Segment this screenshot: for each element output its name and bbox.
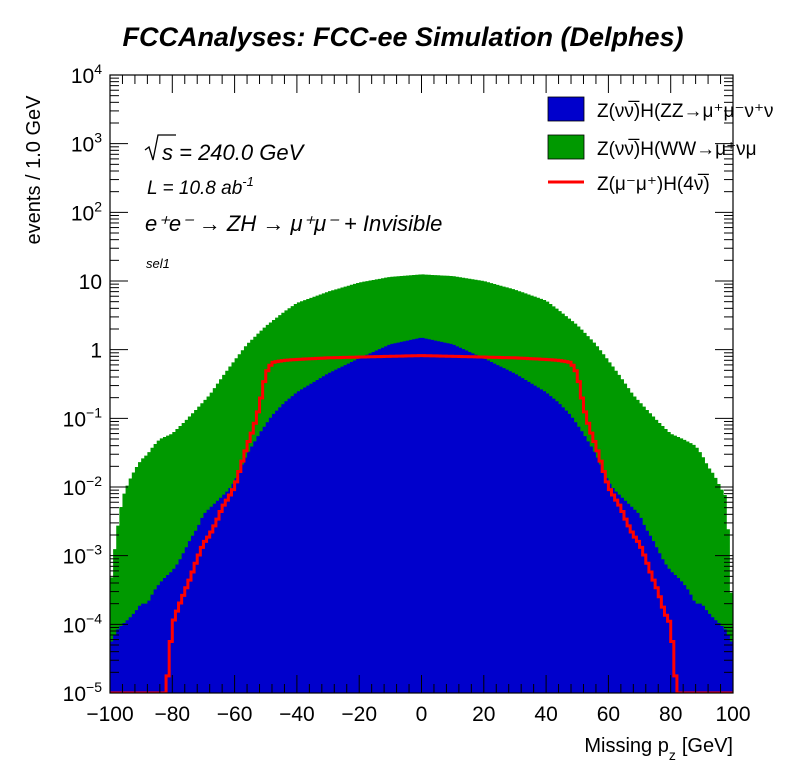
y-tick-exponent: −3 [86, 542, 102, 558]
y-tick-label: 10−5 [63, 679, 103, 706]
x-tick-label: −80 [154, 703, 190, 726]
x-tick-label: −100 [86, 703, 133, 726]
y-tick-base: 10 [63, 683, 86, 706]
lumi-exponent: -1 [242, 174, 254, 189]
y-tick-exponent: −5 [86, 679, 102, 695]
y-tick-label: 10−4 [63, 610, 103, 637]
y-tick-base: 10 [63, 477, 86, 500]
selection-label: sel1 [146, 256, 170, 271]
x-axis-title-main: Missing p [584, 735, 668, 757]
lumi-label: L = 10.8 ab-1 [147, 174, 254, 199]
annotation-sqrt-s: s = 240.0 GeV [144, 134, 306, 165]
y-tick-exponent: −1 [86, 404, 102, 420]
series-signal-line [110, 354, 733, 693]
y-tick-label: 1 [90, 340, 102, 363]
y-tick-label: 10−1 [63, 404, 103, 431]
y-axis-title: events / 1.0 GeV [23, 95, 45, 245]
legend-swatch-ww [547, 134, 585, 160]
y-tick-label: 104 [71, 61, 102, 88]
y-tick-label: 103 [71, 130, 102, 157]
x-axis-title: Missing pz [GeV] [584, 735, 733, 763]
x-tick-label: 60 [597, 703, 620, 726]
x-tick-label: −60 [217, 703, 253, 726]
y-tick-label: 10 [79, 271, 102, 294]
y-tick-base: 10 [63, 546, 86, 569]
y-tick-label: 10−2 [63, 473, 103, 500]
y-tick-exponent: 4 [94, 61, 102, 77]
x-tick-label: −40 [279, 703, 315, 726]
x-tick-label: 0 [416, 703, 428, 726]
x-tick-label: 80 [659, 703, 682, 726]
x-tick-label: −20 [341, 703, 377, 726]
y-tick-label: 102 [71, 198, 102, 225]
legend-label-ww: Z(νν̅)H(WW→μ⁺νμ [597, 139, 757, 160]
process-label: e⁺e⁻ → ZH → μ⁺μ⁻ + Invisible [145, 211, 442, 236]
y-tick-base: 10 [71, 134, 94, 157]
y-tick-exponent: −2 [86, 473, 102, 489]
y-tick-base: 10 [71, 65, 94, 88]
lumi-text: L = 10.8 ab [147, 178, 242, 199]
x-tick-label: 20 [472, 703, 495, 726]
legend-label-signal: Z(μ⁻μ⁺)H(4ν̅) [597, 174, 710, 195]
legend-label-zz: Z(νν̅)H(ZZ→μ⁺μ⁻ν⁺ν [597, 101, 774, 122]
y-tick-base: 10 [63, 408, 86, 431]
y-tick-exponent: 2 [94, 198, 102, 214]
y-tick-base: 10 [71, 202, 94, 225]
sqrt-s-label: s = 240.0 GeV [162, 140, 306, 165]
y-tick-label: 10−3 [63, 542, 103, 569]
x-tick-label: 100 [715, 703, 750, 726]
y-tick-exponent: −4 [86, 610, 102, 626]
sqrt-icon [144, 134, 176, 161]
tick-layer: −100 −80 −60 −40 −20 0 20 40 60 80 100104103102101… [63, 61, 751, 726]
x-tick-label: 40 [534, 703, 557, 726]
series-zz-fill [110, 337, 733, 693]
data-layer [110, 274, 733, 693]
y-tick-base: 10 [63, 614, 86, 637]
x-axis-title-sub: z [669, 747, 676, 763]
chart-title: FCCAnalyses: FCC-ee Simulation (Delphes) [122, 22, 683, 52]
y-tick-exponent: 3 [94, 130, 102, 146]
x-axis-title-unit: [GeV] [682, 735, 733, 757]
legend-swatch-zz [547, 96, 585, 122]
legend: Z(νν̅)H(ZZ→μ⁺μ⁻ν⁺ν Z(νν̅)H(WW→μ⁺νμ Z(μ⁻μ… [547, 96, 774, 195]
